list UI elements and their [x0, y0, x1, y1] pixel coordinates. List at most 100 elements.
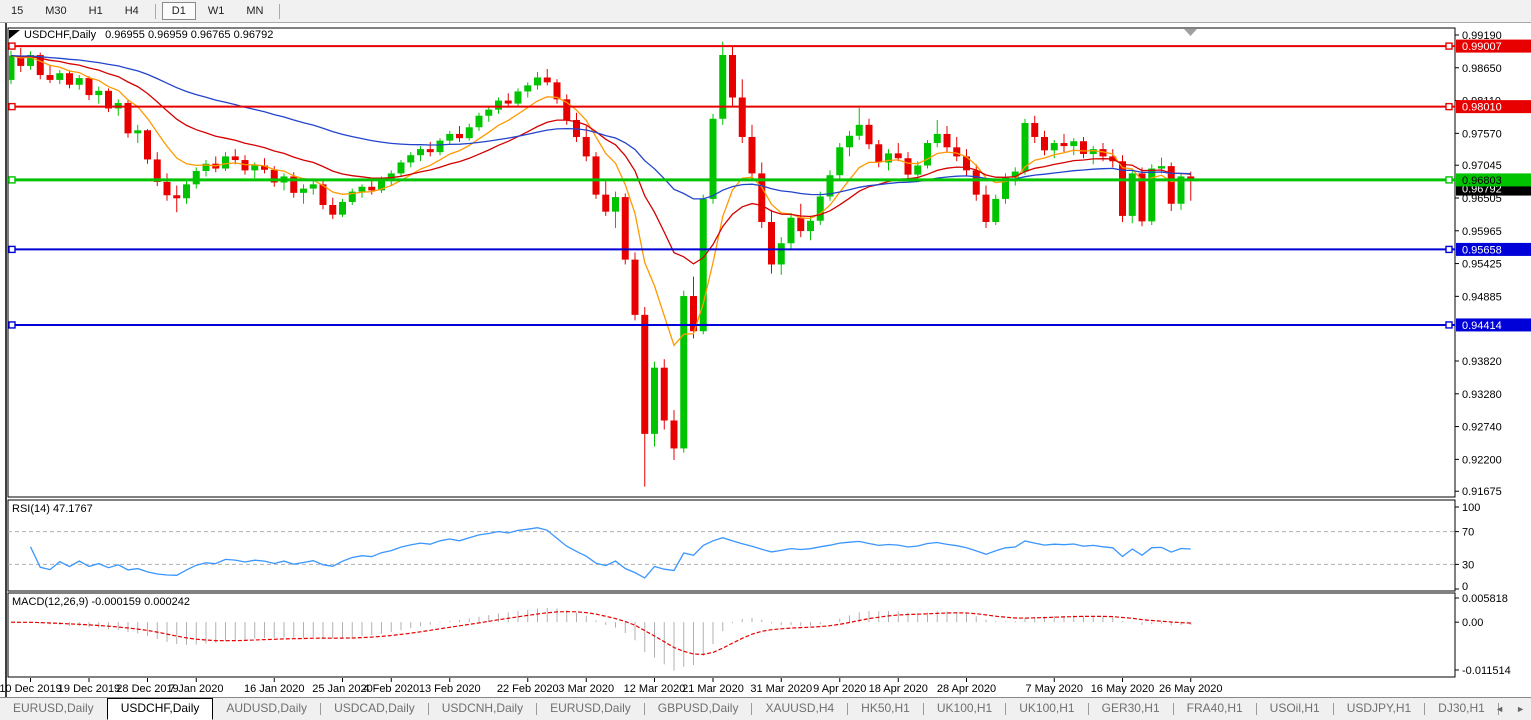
tab-separator: [1087, 703, 1089, 715]
chart-tab-dj30-h1[interactable]: DJ30,H1: [1438, 701, 1485, 715]
chart-symbol-label: USDCHF,Daily: [24, 29, 97, 41]
tab-separator: [751, 703, 753, 715]
svg-text:19 Dec 2019: 19 Dec 2019: [58, 683, 120, 695]
svg-text:4 Feb 2020: 4 Feb 2020: [363, 683, 419, 695]
tab-scroll-left-icon[interactable]: ◄: [1495, 704, 1505, 714]
price-chart-canvas[interactable]: 0.991900.986500.981100.975700.970450.965…: [0, 0, 1531, 698]
timeframe-button-m30[interactable]: M30: [45, 5, 67, 17]
macd-panel-frame: [7, 592, 1456, 678]
timeframe-button-m15[interactable]: 15: [11, 5, 24, 17]
tab-separator: [643, 703, 645, 715]
rsi-panel-frame: [7, 499, 1456, 592]
svg-text:25 Jan 2020: 25 Jan 2020: [312, 683, 373, 695]
svg-text:0.92740: 0.92740: [1462, 422, 1502, 434]
tab-separator: [1005, 703, 1007, 715]
chart-tab-uk100-h1[interactable]: UK100,H1: [936, 701, 993, 715]
macd-indicator-label: MACD(12,26,9) -0.000159 0.000242: [12, 596, 190, 608]
chart-tab-hk50-h1[interactable]: HK50,H1: [861, 701, 910, 715]
svg-text:100: 100: [1462, 502, 1480, 514]
svg-text:0.97570: 0.97570: [1462, 128, 1502, 140]
svg-text:0.91675: 0.91675: [1462, 486, 1502, 498]
timeframe-button-h4[interactable]: H4: [124, 5, 139, 17]
tab-scroll-right-icon[interactable]: ►: [1516, 704, 1525, 714]
svg-text:21 Mar 2020: 21 Mar 2020: [682, 683, 744, 695]
tab-separator: [1172, 703, 1174, 715]
svg-text:28 Apr 2020: 28 Apr 2020: [937, 683, 996, 695]
svg-text:0.99190: 0.99190: [1462, 30, 1502, 42]
chart-tab-audusd-daily[interactable]: AUDUSD,Daily: [226, 701, 308, 715]
main-panel-frame: [7, 27, 1456, 498]
chart-tab-eurusd-daily[interactable]: EURUSD,Daily: [13, 701, 94, 715]
svg-text:0.96792: 0.96792: [1462, 184, 1502, 196]
svg-text:0.97045: 0.97045: [1462, 160, 1502, 172]
tab-separator: [1332, 703, 1334, 715]
timeframe-toolbar: 15 M30 H1 H4 D1 W1 MN: [0, 0, 1531, 23]
svg-text:12 Mar 2020: 12 Mar 2020: [624, 683, 686, 695]
svg-text:70: 70: [1462, 527, 1474, 539]
svg-text:0.00: 0.00: [1462, 617, 1483, 629]
toolbar-separator: [154, 3, 156, 19]
svg-text:10 Dec 2019: 10 Dec 2019: [0, 683, 62, 695]
tab-separator: [1424, 703, 1426, 715]
macd-histogram: [20, 607, 1192, 671]
tab-separator: [847, 703, 849, 715]
chart-tab-usdcad-daily[interactable]: USDCAD,Daily: [334, 701, 415, 715]
chart-tab-uk100-h1-2[interactable]: UK100,H1: [1019, 701, 1075, 715]
price-level-badge: [1456, 100, 1531, 114]
svg-text:0.96505: 0.96505: [1462, 193, 1502, 205]
svg-text:16 May 2020: 16 May 2020: [1091, 683, 1155, 695]
chart-title: USDCHF,Daily 0.96955 0.96959 0.96765 0.96…: [24, 29, 273, 41]
chart-tab-gbpusd-daily[interactable]: GBPUSD,Daily: [657, 701, 739, 715]
timeframe-button-h1[interactable]: H1: [88, 5, 103, 17]
svg-text:0.95425: 0.95425: [1462, 259, 1502, 271]
svg-text:0.98650: 0.98650: [1462, 63, 1502, 75]
toolbar-separator: [279, 3, 281, 19]
price-level-badge: [1456, 318, 1531, 332]
chart-tab-usdcnh-daily[interactable]: USDCNH,Daily: [441, 701, 524, 715]
chart-tab-xauusd-h4[interactable]: XAUUSD,H4: [765, 701, 835, 715]
svg-text:0: 0: [1462, 581, 1468, 593]
svg-text:18 Apr 2020: 18 Apr 2020: [869, 683, 928, 695]
svg-text:0.94885: 0.94885: [1462, 291, 1502, 303]
svg-text:0.98010: 0.98010: [1462, 102, 1502, 114]
chart-shift-marker-icon: [1184, 29, 1197, 36]
svg-text:3 Mar 2020: 3 Mar 2020: [558, 683, 614, 695]
tab-separator: [922, 703, 924, 715]
timeframe-button-d1[interactable]: D1: [161, 2, 196, 20]
tab-separator: [536, 703, 538, 715]
timeframe-button-w1[interactable]: W1: [207, 5, 225, 17]
svg-text:7 Jan 2020: 7 Jan 2020: [169, 683, 223, 695]
svg-text:0.96803: 0.96803: [1462, 175, 1502, 187]
svg-text:0.005818: 0.005818: [1462, 593, 1508, 605]
timeframe-button-mn[interactable]: MN: [246, 5, 264, 17]
svg-text:0.92200: 0.92200: [1462, 454, 1502, 466]
svg-text:0.93820: 0.93820: [1462, 356, 1502, 368]
price-level-badge: [1456, 173, 1531, 187]
tab-separator: [427, 703, 429, 715]
svg-text:31 Mar 2020: 31 Mar 2020: [750, 683, 812, 695]
chart-tab-ger30-h1[interactable]: GER30,H1: [1101, 701, 1160, 715]
tab-separator: [1497, 703, 1499, 715]
svg-text:0.95965: 0.95965: [1462, 226, 1502, 238]
price-level-badge: [1456, 242, 1531, 256]
svg-text:28 Dec 2019: 28 Dec 2019: [116, 683, 178, 695]
chart-tab-fra40-h1[interactable]: FRA40,H1: [1186, 701, 1243, 715]
svg-text:0.99007: 0.99007: [1462, 41, 1502, 53]
svg-text:0.94414: 0.94414: [1462, 320, 1502, 332]
rsi-line: [29, 527, 1191, 579]
chart-tab-eurusd-daily-2[interactable]: EURUSD,Daily: [550, 701, 631, 715]
price-level-badge: [1456, 39, 1531, 53]
svg-text:-0.011514: -0.011514: [1462, 665, 1511, 677]
rsi-indicator-label: RSI(14) 47.1767: [12, 503, 93, 515]
tab-separator: [1255, 703, 1257, 715]
svg-text:13 Feb 2020: 13 Feb 2020: [419, 683, 481, 695]
svg-text:0.93280: 0.93280: [1462, 389, 1502, 401]
svg-text:7 May 2020: 7 May 2020: [1026, 683, 1083, 695]
chart-tab-usdjpy-h1[interactable]: USDJPY,H1: [1346, 701, 1412, 715]
svg-text:30: 30: [1462, 559, 1474, 571]
svg-text:0.95658: 0.95658: [1462, 244, 1502, 256]
chart-tab-usoil-h1[interactable]: USOil,H1: [1269, 701, 1320, 715]
chart-tab-bar: EURUSD,Daily USDCHF,Daily AUDUSD,Daily U…: [0, 697, 1531, 720]
chart-tab-usdchf-daily-active[interactable]: USDCHF,Daily: [106, 698, 214, 720]
